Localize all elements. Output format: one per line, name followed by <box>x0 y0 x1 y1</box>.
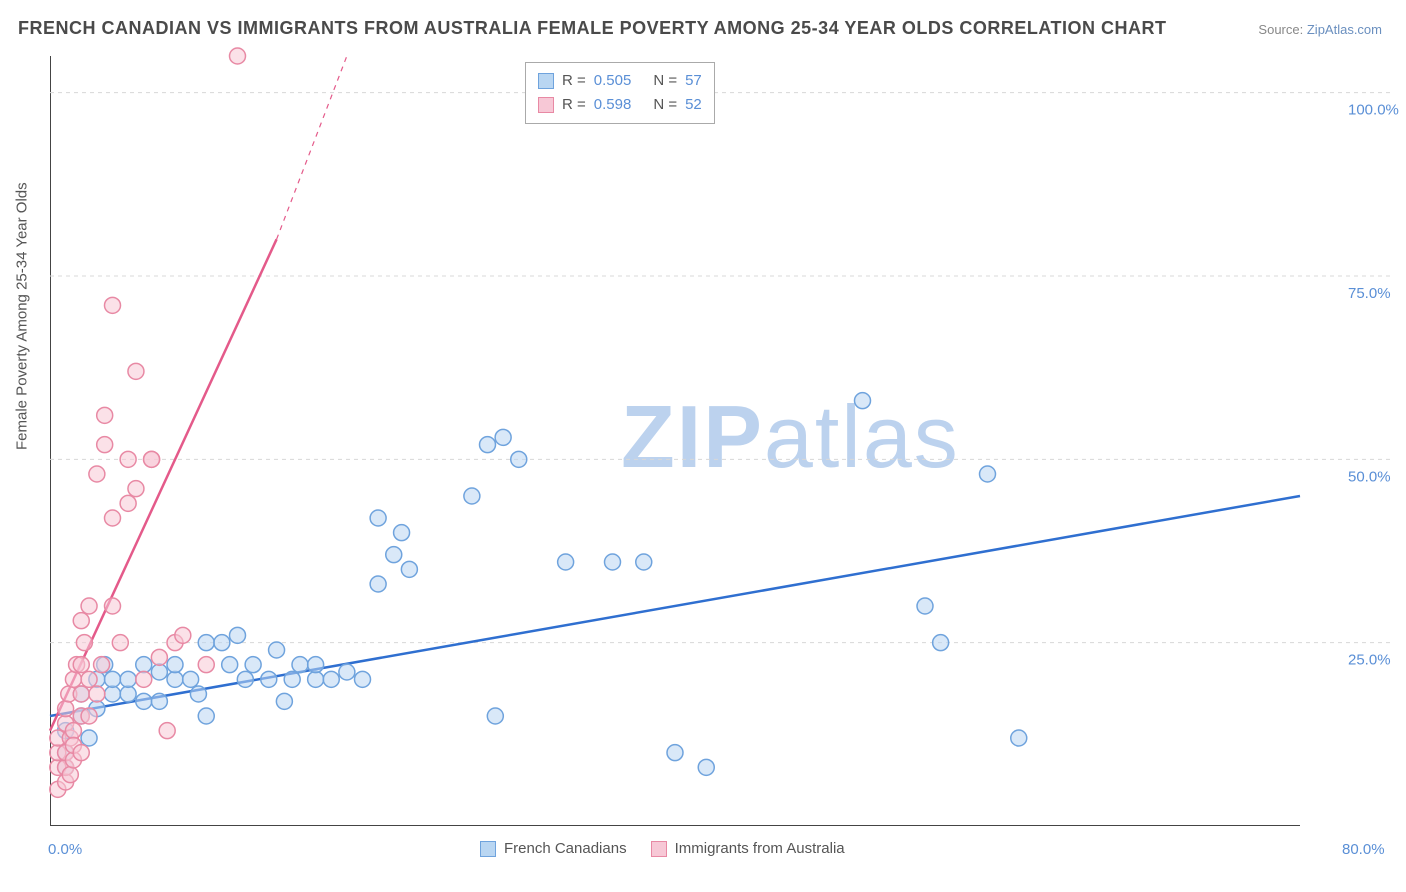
svg-text:0.0%: 0.0% <box>48 841 82 858</box>
legend-series: French Canadians Immigrants from Australi… <box>480 840 845 857</box>
legend-correlation: R =0.505N =57R =0.598N =52 <box>525 62 715 124</box>
svg-text:80.0%: 80.0% <box>1342 841 1385 858</box>
legend-series-entry: French Canadians <box>480 840 627 857</box>
legend-row: R =0.598N =52 <box>538 93 702 117</box>
legend-row: R =0.505N =57 <box>538 69 702 93</box>
svg-text:50.0%: 50.0% <box>1348 468 1391 485</box>
svg-text:25.0%: 25.0% <box>1348 652 1391 669</box>
chart-svg: 25.0% 50.0% 75.0% 100.0% 0.0% 80.0% <box>0 0 1406 892</box>
svg-text:100.0%: 100.0% <box>1348 102 1399 119</box>
legend-series-entry: Immigrants from Australia <box>651 840 845 857</box>
svg-text:75.0%: 75.0% <box>1348 285 1391 302</box>
